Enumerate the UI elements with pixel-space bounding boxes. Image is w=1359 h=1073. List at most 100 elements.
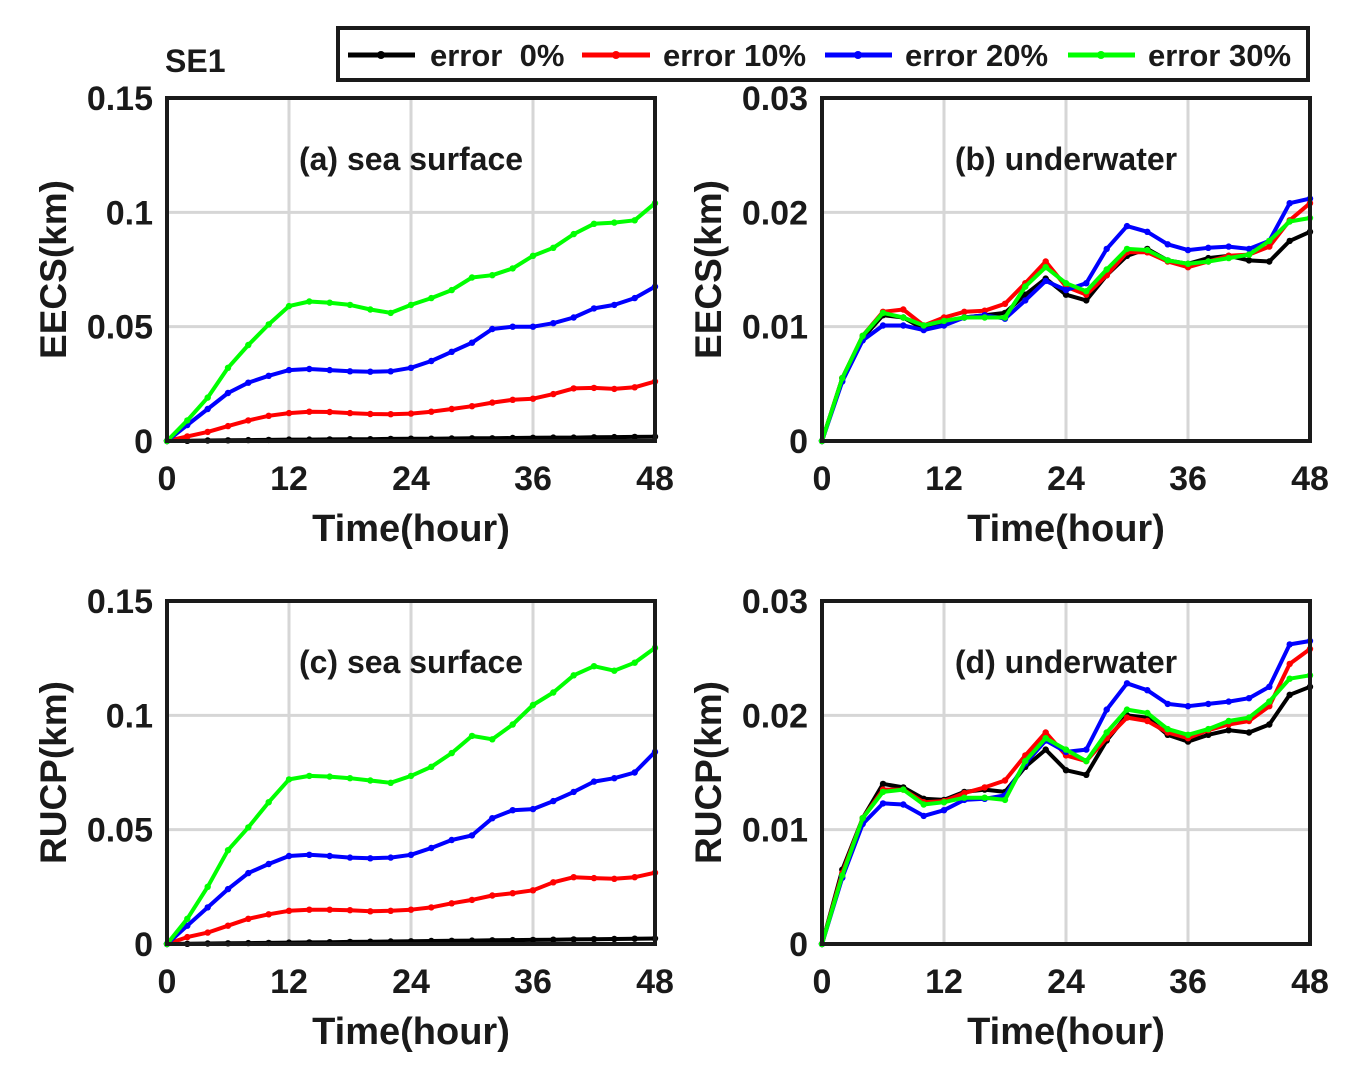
data-point <box>428 904 435 911</box>
legend-item: error 0% <box>348 38 564 73</box>
data-point <box>550 390 557 398</box>
x-axis-label: Time(hour) <box>967 1011 1165 1053</box>
data-point <box>1042 264 1049 271</box>
x-axis-label: Time(hour) <box>967 508 1165 550</box>
data-point <box>224 389 232 397</box>
data-point <box>590 220 598 227</box>
data-point <box>1062 286 1070 294</box>
data-point <box>1123 706 1131 713</box>
charts: 0 12 24 36 48 0 0.05 0.1 0.15 (a) sea surface Time… <box>33 80 1329 1053</box>
x-tick-label: 36 <box>1169 963 1207 1001</box>
data-point <box>879 780 887 788</box>
data-point <box>1266 698 1273 705</box>
data-point <box>468 732 476 740</box>
data-point <box>407 772 415 780</box>
data-point <box>489 892 496 899</box>
data-point <box>611 935 618 943</box>
data-point <box>570 936 577 943</box>
data-point <box>245 379 252 386</box>
data-point <box>839 374 846 382</box>
data-point <box>920 326 927 334</box>
data-point <box>570 672 577 679</box>
data-point <box>306 906 313 913</box>
y-tick-label: 0.1 <box>106 697 153 735</box>
data-point <box>590 384 598 392</box>
data-point <box>550 320 557 327</box>
data-point <box>1083 288 1090 295</box>
data-point <box>570 874 577 881</box>
y-tick-label: 0 <box>789 926 808 964</box>
data-point <box>1286 641 1293 648</box>
data-point <box>940 799 948 806</box>
data-point <box>1103 245 1110 253</box>
data-point <box>428 408 435 415</box>
data-point <box>407 364 415 371</box>
data-point <box>224 922 232 929</box>
data-point <box>940 322 948 329</box>
data-point <box>1205 700 1212 708</box>
data-point <box>611 433 618 441</box>
data-point <box>611 301 618 309</box>
data-point <box>489 399 496 406</box>
panel-title: (a) sea surface <box>299 141 523 177</box>
data-point <box>1022 757 1029 765</box>
data-point <box>1184 260 1192 267</box>
x-axis-label: Time(hour) <box>312 508 510 550</box>
data-point <box>1083 746 1090 753</box>
axes-box <box>820 96 1312 443</box>
data-point <box>590 874 598 882</box>
data-point <box>1083 297 1090 304</box>
data-point <box>879 322 887 329</box>
data-point <box>245 915 252 922</box>
data-point <box>224 422 232 430</box>
data-point <box>407 851 415 858</box>
data-point <box>448 348 455 355</box>
data-point <box>590 936 598 943</box>
data-point <box>489 815 496 822</box>
data-point <box>529 701 537 709</box>
data-point <box>529 323 537 330</box>
data-point <box>920 812 927 820</box>
data-point <box>1286 200 1293 207</box>
data-point <box>1144 709 1151 717</box>
x-tick-label: 24 <box>392 963 430 1001</box>
data-point <box>509 936 516 944</box>
data-point <box>204 394 211 401</box>
data-point <box>940 317 948 325</box>
data-point <box>387 309 394 317</box>
data-point <box>1144 246 1151 254</box>
data-point <box>1245 714 1253 721</box>
data-point <box>920 322 927 329</box>
y-axis-label: EECS(km) <box>33 180 74 359</box>
data-point <box>859 815 866 822</box>
data-point <box>265 321 272 328</box>
data-point <box>468 339 476 346</box>
data-point <box>631 294 638 302</box>
panel-title: (b) underwater <box>955 141 1177 177</box>
data-point <box>509 890 516 897</box>
data-point <box>346 775 354 782</box>
data-point <box>1123 714 1131 721</box>
data-point <box>306 408 313 415</box>
chart-panel-a: 0 12 24 36 48 0 0.05 0.1 0.15 (a) sea surface Time… <box>33 80 674 550</box>
data-point <box>184 933 191 941</box>
panel-title: (d) underwater <box>955 644 1177 680</box>
data-point <box>1205 731 1212 738</box>
y-tick-label: 0.15 <box>87 583 153 621</box>
data-point <box>631 935 638 942</box>
data-point <box>1225 717 1232 725</box>
data-point <box>1022 283 1029 290</box>
data-point <box>570 230 577 238</box>
data-point <box>285 366 293 374</box>
data-point <box>529 887 537 894</box>
legend-item: error 10% <box>582 38 806 73</box>
data-point <box>1245 729 1253 736</box>
data-point <box>428 294 435 302</box>
data-point <box>468 403 476 410</box>
y-tick-label: 0 <box>134 423 153 461</box>
x-tick-label: 24 <box>1047 963 1085 1001</box>
data-point <box>590 663 598 670</box>
data-point <box>1266 683 1273 690</box>
data-point <box>346 368 354 375</box>
data-point <box>900 306 907 313</box>
